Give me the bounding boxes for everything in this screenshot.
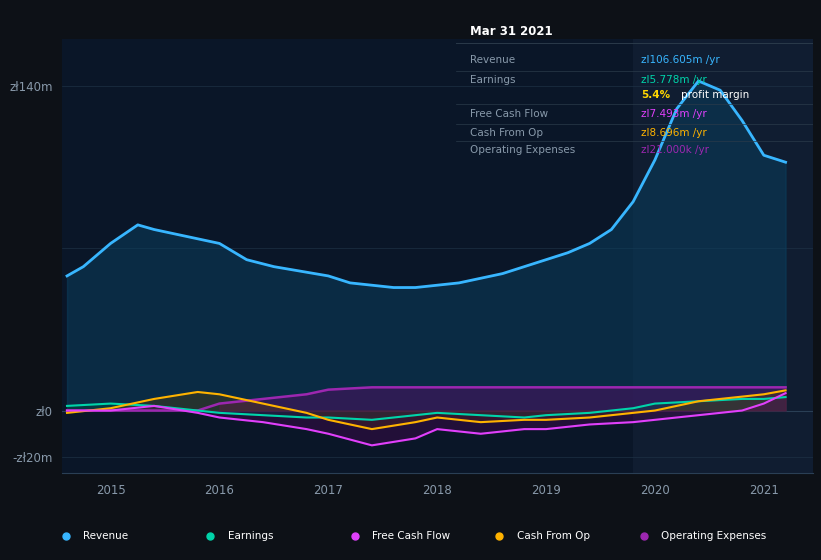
Text: profit margin: profit margin [681,90,749,100]
Text: Revenue: Revenue [84,531,128,541]
Text: 5.4%: 5.4% [641,90,671,100]
Text: Mar 31 2021: Mar 31 2021 [470,25,553,38]
Text: Operating Expenses: Operating Expenses [470,144,576,155]
Text: Earnings: Earnings [228,531,273,541]
Text: zl5.778m /yr: zl5.778m /yr [641,74,707,85]
Text: zl106.605m /yr: zl106.605m /yr [641,55,720,65]
Text: Operating Expenses: Operating Expenses [662,531,767,541]
Text: Free Cash Flow: Free Cash Flow [373,531,451,541]
Text: zl21.000k /yr: zl21.000k /yr [641,144,709,155]
Text: zl8.696m /yr: zl8.696m /yr [641,128,707,138]
Text: Revenue: Revenue [470,55,515,65]
Text: Cash From Op: Cash From Op [517,531,589,541]
Text: Earnings: Earnings [470,74,516,85]
Bar [633,39,813,473]
Text: Free Cash Flow: Free Cash Flow [470,109,548,119]
Text: Cash From Op: Cash From Op [470,128,543,138]
Text: zl7.493m /yr: zl7.493m /yr [641,109,707,119]
